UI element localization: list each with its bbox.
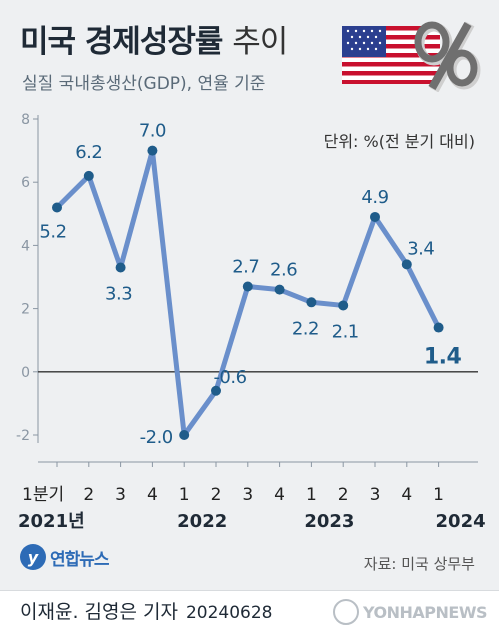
data-value-label: 3.4 — [407, 238, 434, 259]
y-tick-label: 0 — [21, 365, 30, 381]
x-quarter-label: 2 — [83, 485, 94, 505]
chart-area — [0, 0, 499, 590]
watermark-circle-icon — [333, 599, 359, 625]
data-value-label: 2.6 — [270, 260, 297, 281]
chart-subtitle: 실질 국내총생산(GDP), 연율 기준 — [22, 74, 266, 94]
reporter-names: 이재윤. 김영은 기자 — [20, 601, 178, 623]
x-quarter-label: 1 — [433, 485, 444, 505]
chart-title: 미국 경제성장률 추이 — [20, 16, 288, 61]
x-year-label: 2024 — [436, 511, 486, 532]
data-value-label: 2.7 — [232, 256, 259, 277]
data-value-label: -0.6 — [213, 367, 246, 388]
x-quarter-label: 4 — [274, 485, 285, 505]
y-tick-label: 8 — [21, 112, 30, 128]
data-point — [52, 202, 62, 213]
data-point — [433, 322, 444, 333]
x-quarter-label: 2 — [211, 485, 222, 505]
yonhap-logo: y 연합뉴스 — [20, 544, 110, 570]
y-tick-label: 6 — [21, 175, 30, 191]
x-quarter-label: 1분기 — [22, 485, 64, 505]
data-point — [274, 284, 285, 295]
data-value-label: 3.3 — [105, 284, 132, 305]
yonhapnews-watermark: YONHAPNEWS — [333, 599, 488, 625]
x-quarter-label: 3 — [115, 485, 126, 505]
data-point — [211, 385, 221, 396]
y-tick-label: -2 — [16, 428, 30, 444]
x-quarter-label: 4 — [147, 485, 158, 505]
data-point — [83, 170, 94, 181]
yonhap-logo-icon: y — [20, 544, 46, 570]
data-point — [338, 300, 349, 311]
chart-title-suffix: 추이 — [232, 24, 288, 60]
y-tick-label: 2 — [21, 302, 30, 318]
yonhap-logo-text: 연합뉴스 — [50, 549, 110, 570]
x-quarter-label: 1 — [306, 485, 317, 505]
data-value-label: 6.2 — [75, 142, 102, 163]
unit-label: 단위: %(전 분기 대비) — [323, 132, 475, 151]
footer-bar — [0, 590, 499, 635]
data-point — [306, 297, 317, 308]
data-value-label: 2.2 — [292, 318, 319, 339]
x-year-label: 2022 — [177, 511, 227, 532]
data-point — [179, 430, 190, 440]
x-quarter-label: 4 — [401, 485, 412, 505]
data-value-label: 7.0 — [139, 121, 166, 142]
chart-title-main: 미국 경제성장률 — [20, 24, 223, 60]
data-value-label: 4.9 — [361, 187, 388, 208]
x-year-label: 2021년 — [18, 511, 85, 532]
y-tick-label: 4 — [21, 238, 30, 254]
percent-icon — [414, 21, 481, 92]
x-year-label: 2023 — [304, 511, 354, 532]
us-flag-percent-icon — [342, 21, 481, 92]
x-quarter-label: 3 — [370, 485, 381, 505]
watermark-text: YONHAPNEWS — [363, 602, 488, 622]
x-quarter-label: 3 — [242, 485, 253, 505]
data-value-label: -2.0 — [140, 427, 173, 448]
data-value-label: 5.2 — [39, 221, 66, 242]
x-quarter-label: 1 — [179, 485, 190, 505]
data-point — [115, 262, 126, 273]
data-value-label: 2.1 — [332, 321, 359, 342]
data-point — [242, 281, 253, 292]
data-value-label: 1.4 — [424, 345, 462, 370]
data-point — [401, 259, 412, 270]
source-label: 자료: 미국 상무부 — [363, 555, 475, 573]
credit-date: 20240628 — [185, 603, 273, 623]
reporter-credit: 이재윤. 김영은 기자 20240628 — [20, 597, 273, 624]
x-quarter-label: 2 — [338, 485, 349, 505]
data-point — [147, 145, 158, 156]
data-point — [370, 211, 380, 222]
